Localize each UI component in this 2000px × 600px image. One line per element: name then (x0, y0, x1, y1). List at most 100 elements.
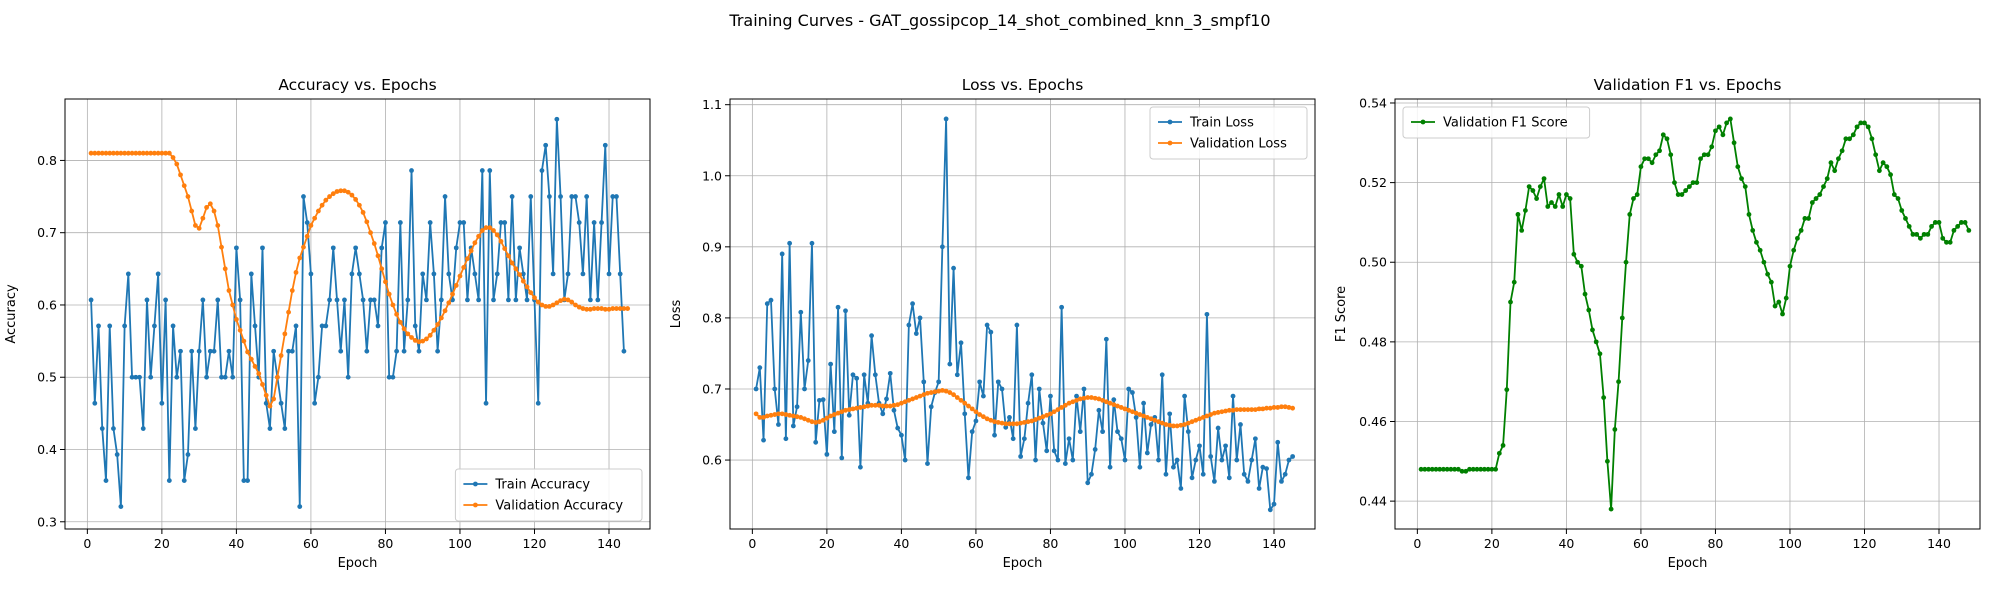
y-tick-label: 0.46 (1359, 414, 1387, 429)
data-point (1791, 247, 1797, 253)
data-point (539, 302, 545, 308)
data-point (828, 361, 834, 367)
data-point (610, 306, 616, 311)
data-point (360, 210, 366, 215)
data-point (289, 348, 295, 354)
x-tick-label: 140 (1927, 536, 1951, 551)
data-point (999, 420, 1005, 426)
data-point (1787, 263, 1793, 269)
data-point (591, 220, 597, 225)
data-point (772, 386, 778, 392)
data-point (524, 297, 530, 303)
data-point (906, 322, 912, 328)
data-point (776, 411, 781, 417)
data-point (293, 270, 299, 275)
data-point (757, 415, 763, 420)
data-point (565, 271, 571, 277)
data-point (178, 348, 183, 354)
data-point (1081, 395, 1087, 401)
data-point (824, 415, 830, 421)
data-point (1245, 407, 1251, 412)
data-point (1070, 399, 1076, 405)
data-point (483, 400, 489, 406)
data-point (610, 194, 616, 199)
data-point (884, 396, 889, 402)
data-point (921, 392, 927, 398)
data-point (839, 409, 845, 415)
x-tick-label: 20 (1484, 536, 1500, 551)
data-point (1709, 144, 1715, 150)
data-point (1467, 466, 1472, 472)
data-point (1701, 152, 1707, 158)
data-point (1776, 299, 1782, 305)
data-point (196, 348, 202, 354)
data-point (995, 419, 1001, 425)
data-point (617, 306, 623, 311)
data-point (1051, 448, 1057, 454)
data-point (1925, 231, 1931, 237)
data-point (1178, 486, 1184, 491)
data-point (1854, 124, 1860, 130)
data-point (528, 290, 534, 296)
data-point (319, 202, 325, 208)
data-point (565, 297, 571, 303)
data-point (1895, 196, 1901, 201)
data-point (1817, 192, 1823, 197)
legend-label: Validation F1 Score (1443, 116, 1568, 131)
legend: Validation F1 Score (1402, 106, 1591, 139)
data-point (312, 400, 318, 406)
data-point (144, 150, 150, 156)
legend-label: Train Loss (1189, 116, 1254, 131)
data-point (535, 400, 541, 406)
data-point (509, 194, 515, 199)
data-point (1141, 413, 1146, 419)
data-point (954, 372, 960, 378)
x-tick-label: 0 (83, 536, 91, 551)
data-point (256, 371, 262, 377)
data-point (1238, 407, 1243, 412)
data-point (1783, 295, 1789, 301)
data-point (1211, 410, 1217, 416)
data-point (1649, 160, 1655, 166)
data-point (1159, 420, 1165, 426)
data-point (196, 225, 202, 231)
data-point (753, 386, 759, 392)
data-point (599, 220, 604, 225)
data-point (166, 478, 172, 483)
data-point (1686, 184, 1692, 189)
data-point (973, 409, 979, 415)
data-point (969, 406, 975, 412)
data-point (248, 356, 254, 362)
series-markers-1 (1418, 116, 1972, 512)
data-point (1252, 436, 1258, 442)
y-axis-label: Accuracy (4, 284, 19, 344)
data-point (479, 228, 485, 233)
data-point (528, 194, 534, 199)
data-point (390, 374, 396, 380)
data-point (427, 220, 433, 225)
data-point (1690, 180, 1696, 186)
data-point (1489, 466, 1495, 472)
data-point (973, 418, 979, 424)
y-tick-label: 1.1 (702, 97, 722, 112)
x-tick-label: 100 (1778, 536, 1802, 551)
data-point (234, 317, 239, 322)
data-point (435, 322, 441, 327)
legend-marker (1167, 119, 1173, 125)
data-point (939, 388, 945, 393)
data-point (502, 220, 508, 225)
data-point (1185, 429, 1191, 435)
data-point (962, 411, 968, 417)
data-point (1966, 227, 1972, 233)
data-point (1148, 416, 1154, 422)
data-point (887, 403, 893, 409)
data-point (476, 297, 481, 303)
data-point (1223, 408, 1228, 414)
data-point (554, 300, 560, 306)
data-point (308, 223, 314, 228)
data-point (494, 232, 500, 238)
data-point (1873, 152, 1879, 158)
data-point (951, 265, 956, 271)
data-point (831, 412, 837, 417)
data-point (614, 306, 619, 311)
